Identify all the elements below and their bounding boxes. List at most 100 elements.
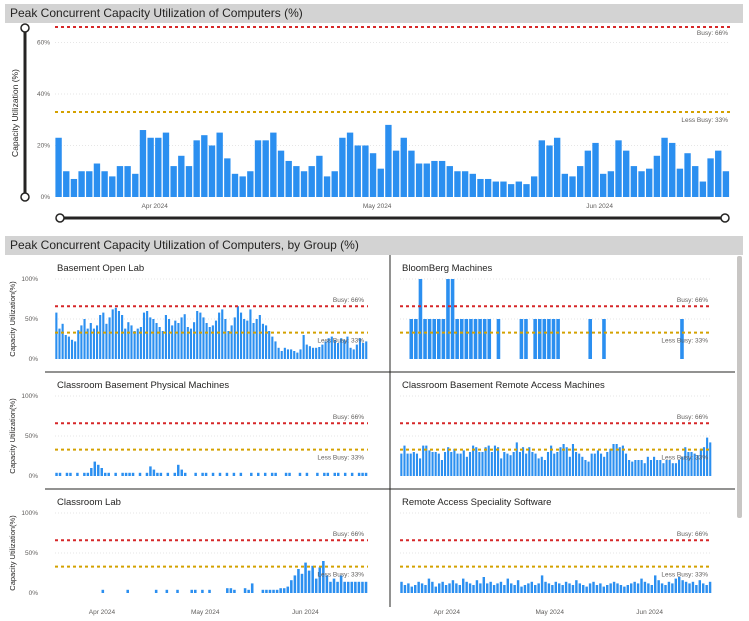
bar (343, 472, 347, 476)
x-tick-label: May 2024 (535, 609, 564, 616)
bar (698, 580, 702, 593)
bar (607, 171, 615, 197)
bar (664, 585, 667, 593)
bar (124, 166, 131, 197)
bar (667, 581, 671, 593)
bar (503, 585, 506, 593)
bar (623, 150, 630, 197)
bar (337, 472, 340, 476)
bar (706, 437, 709, 476)
panel-title: Classroom Basement Physical Machines (57, 380, 229, 391)
bar (324, 341, 327, 359)
bar (592, 142, 599, 197)
bar (185, 166, 193, 197)
bar (246, 320, 249, 359)
bar (221, 309, 224, 359)
bar (173, 472, 177, 476)
bar (455, 319, 459, 359)
bar (687, 452, 690, 476)
bar (333, 339, 336, 359)
bar (626, 585, 630, 593)
bar (283, 347, 286, 359)
bar (671, 463, 674, 476)
bar (497, 447, 500, 476)
bar (521, 447, 525, 476)
bar (261, 323, 265, 359)
bar (300, 171, 308, 197)
bar (478, 452, 481, 476)
bar (321, 344, 324, 359)
bar (250, 583, 254, 593)
bar (410, 586, 414, 593)
bar (450, 452, 453, 476)
bar (438, 160, 446, 197)
bar (709, 442, 712, 476)
bar (582, 585, 585, 593)
bar (406, 453, 409, 476)
vertical-scrollbar[interactable] (737, 256, 742, 518)
bar (540, 575, 544, 593)
bar (211, 472, 215, 476)
bar (527, 583, 530, 593)
bar (103, 472, 107, 476)
bar (575, 580, 578, 593)
bar (111, 309, 114, 359)
bar (369, 153, 377, 197)
bar (76, 472, 79, 476)
bar (623, 586, 626, 593)
bar (323, 176, 331, 197)
bar (336, 581, 339, 593)
top-chart: Capacity Utilization (%) 0% 20% 40% 60% Busy:… (10, 23, 730, 223)
bar (669, 142, 676, 197)
bar (80, 325, 83, 359)
bar (680, 319, 684, 359)
bar (674, 463, 677, 476)
bar (183, 472, 187, 476)
bar (274, 341, 277, 359)
bar (156, 472, 159, 476)
bar (528, 447, 531, 476)
bar (414, 585, 417, 593)
bar (612, 444, 615, 476)
bar (472, 585, 475, 593)
bar (403, 585, 407, 593)
bar (546, 145, 553, 197)
y-tick-label: 0% (29, 356, 39, 363)
bar (634, 460, 637, 476)
bar (400, 137, 407, 197)
bar (204, 472, 208, 476)
bar (124, 328, 127, 359)
bar (562, 444, 565, 476)
bar (450, 279, 455, 359)
bar (339, 137, 346, 197)
bar (643, 463, 646, 476)
bar (638, 171, 645, 197)
bar (277, 347, 280, 359)
bar (534, 585, 537, 593)
bar (77, 330, 80, 359)
bar (166, 472, 170, 476)
bar (637, 460, 640, 476)
bar (459, 319, 464, 359)
bar (101, 171, 108, 197)
y-tick-label: 40% (37, 91, 50, 98)
bar (194, 589, 197, 593)
bar (518, 452, 521, 476)
bar (146, 311, 149, 359)
bar (441, 319, 446, 359)
bar (121, 315, 124, 359)
bar (428, 450, 431, 476)
bar (615, 140, 622, 197)
bar (177, 323, 180, 359)
bar (571, 585, 575, 593)
top-chart-title: Peak Concurrent Capacity Utilization of … (5, 4, 743, 23)
bar (208, 327, 211, 359)
bar (624, 453, 628, 476)
bar (302, 335, 305, 359)
bar (318, 567, 322, 593)
bar (174, 320, 177, 359)
bar (201, 589, 204, 593)
y-tick-label: 60% (37, 39, 50, 46)
bar (268, 331, 271, 359)
bar (543, 460, 546, 476)
